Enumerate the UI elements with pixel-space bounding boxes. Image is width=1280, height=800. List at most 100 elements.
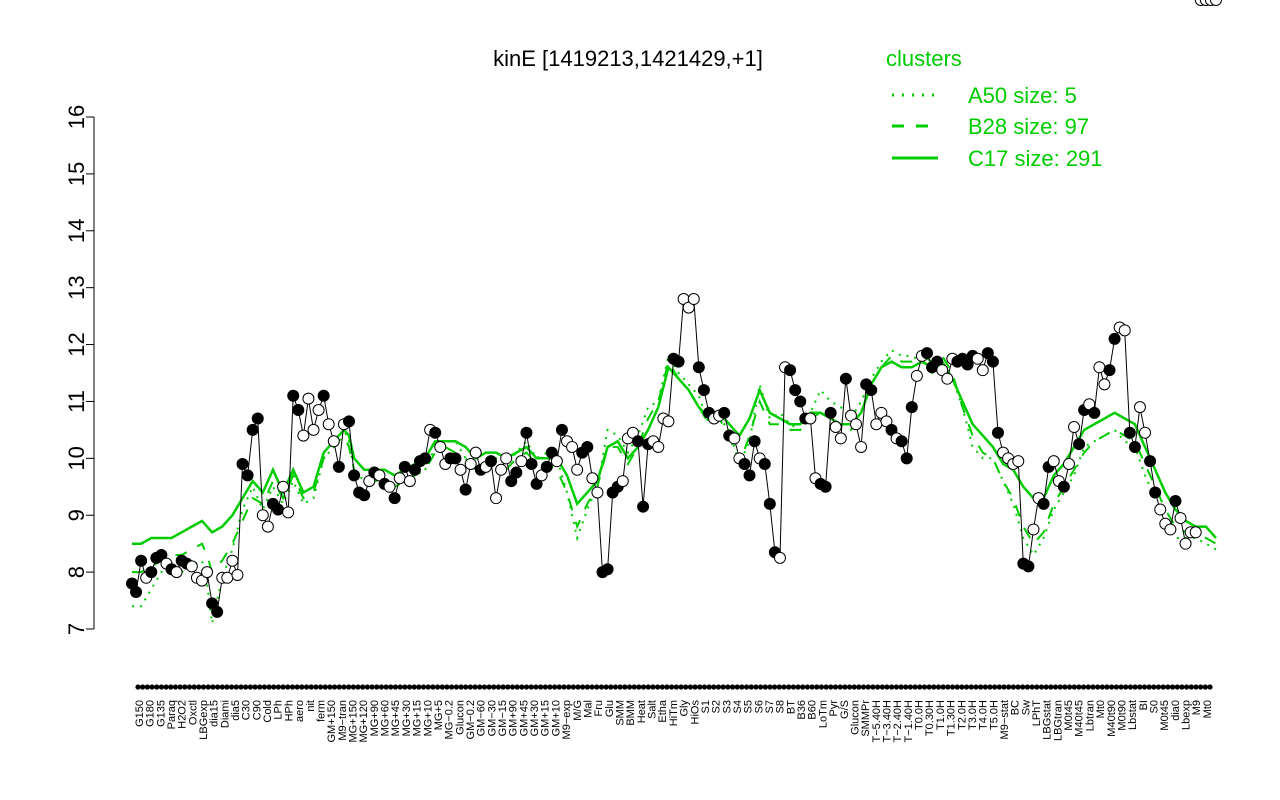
x-tick-dot [1198, 684, 1204, 690]
x-tick-dot [879, 684, 885, 690]
x-tick-label: nit [305, 700, 317, 712]
data-point [1108, 332, 1121, 345]
x-tick-dot [1202, 684, 1208, 690]
legend-label-c17: C17 size: 291 [968, 146, 1103, 171]
x-tick-dot [1034, 684, 1040, 690]
x-tick-label: Glu [604, 700, 616, 717]
x-tick-dot [907, 684, 914, 690]
x-tick-label: SMMPr [860, 700, 872, 737]
data-point [1093, 361, 1106, 374]
x-tick-label: Pyr [828, 700, 840, 717]
x-tick-label: S8 [775, 700, 787, 713]
x-tick-dot [921, 684, 928, 690]
data-point [251, 412, 264, 425]
x-tick-dot [425, 684, 431, 690]
x-tick-label: M9−exp [561, 700, 573, 739]
x-tick-dot [392, 684, 399, 690]
x-tick-label: T4.0H [978, 700, 990, 730]
x-tick-dot [1174, 684, 1180, 690]
x-tick-label: S6 [753, 700, 765, 713]
x-tick-dot [537, 684, 544, 690]
x-tick-dot [603, 684, 609, 690]
x-tick-dot [598, 684, 605, 690]
data-point [789, 384, 802, 397]
x-tick-dot [781, 684, 787, 690]
data-point [434, 440, 447, 453]
x-tick-dot [463, 684, 469, 690]
x-tick-dot [533, 684, 539, 690]
x-tick-label: M0t45 [1063, 700, 1075, 731]
data-point [662, 415, 675, 428]
data-point [865, 384, 878, 397]
x-tick-dot [144, 684, 150, 690]
x-tick-dot [247, 684, 253, 690]
data-point [571, 463, 584, 476]
x-tick-dot [795, 684, 801, 690]
x-tick-label: T0.0H [914, 700, 926, 730]
data-point [231, 568, 244, 581]
x-tick-label: S5 [743, 700, 755, 713]
data-point [900, 452, 913, 465]
x-tick-label: C30 [241, 700, 253, 720]
x-tick-dot [945, 684, 951, 690]
x-tick-dot [762, 684, 768, 690]
x-tick-label: dia15 [209, 700, 221, 727]
x-tick-label: G135 [155, 700, 167, 727]
x-tick-dot [406, 684, 413, 690]
x-tick-dot [1104, 684, 1110, 690]
x-tick-dot [364, 684, 370, 690]
x-tick-dot [449, 684, 455, 690]
x-tick-dot [711, 684, 717, 690]
data-point [773, 551, 786, 564]
data-point [941, 372, 954, 385]
data-point [484, 455, 497, 468]
x-tick-dot [884, 684, 890, 690]
x-tick-dot [846, 684, 853, 690]
x-tick-label: T5.0H [988, 700, 1000, 730]
x-tick-dot [875, 684, 881, 690]
x-tick-dot [743, 684, 750, 690]
data-point [236, 458, 249, 471]
x-tick-dot [402, 684, 408, 690]
x-tick-dot [243, 684, 249, 690]
x-tick-dot [1179, 684, 1185, 690]
x-tick-dot [1188, 684, 1194, 690]
data-point [332, 460, 345, 473]
data-point [358, 489, 371, 502]
data-point [550, 455, 563, 468]
data-line [131, 297, 1196, 614]
x-tick-label: M0t45 [1159, 700, 1171, 731]
data-point [464, 458, 477, 471]
y-tick-label: 15 [64, 162, 89, 186]
x-tick-label: MG+10 [422, 700, 434, 736]
x-tick-dot [706, 684, 712, 690]
x-tick-dot [556, 684, 562, 690]
x-tick-label: HiOs [689, 700, 701, 725]
x-tick-dot [1118, 684, 1124, 690]
x-tick-dot [870, 684, 876, 690]
data-point [1027, 523, 1040, 536]
x-tick-label: LPhT [1031, 700, 1043, 727]
data-point [1098, 378, 1111, 391]
data-point [495, 463, 508, 476]
x-tick-label: S7 [764, 700, 776, 713]
x-tick-dot [327, 684, 333, 690]
data-point [971, 352, 984, 365]
x-tick-label: GM−30 [486, 700, 498, 736]
cluster-lines [132, 348, 1217, 624]
x-tick-dot [767, 684, 773, 690]
data-point [343, 415, 356, 428]
x-tick-dot [411, 684, 417, 690]
data-point [921, 347, 934, 360]
x-tick-dot [140, 684, 146, 690]
cluster-line-solid [132, 359, 1217, 545]
x-tick-dot [631, 684, 637, 690]
x-tick-dot [1155, 684, 1162, 690]
x-tick-label: HPh [283, 700, 295, 721]
x-tick-dot [158, 684, 165, 690]
y-tick-label: 7 [64, 623, 89, 635]
x-tick-dot [439, 684, 445, 690]
x-tick-dot [959, 684, 965, 690]
x-tick-dot [519, 684, 525, 690]
